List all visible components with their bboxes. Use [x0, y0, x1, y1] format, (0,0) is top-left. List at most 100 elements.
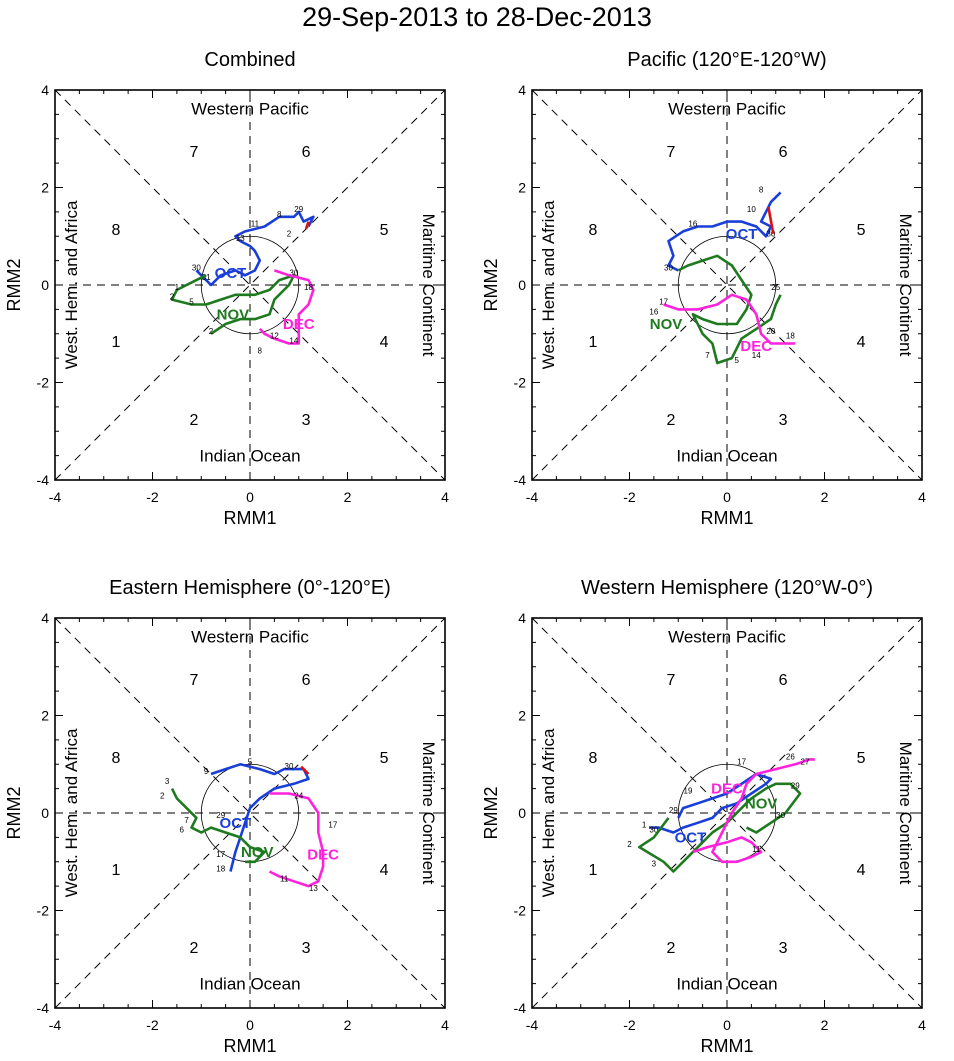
phase-label: 5 — [857, 222, 866, 239]
y-tick-label: -4 — [514, 1000, 527, 1016]
day-label: 27 — [801, 757, 810, 766]
series-line-dec — [692, 758, 815, 864]
day-label: 29 — [669, 806, 678, 815]
x-tick-label: 2 — [344, 1017, 352, 1033]
day-label: 31 — [202, 273, 211, 282]
month-label-dec: DEC — [307, 846, 339, 863]
day-label: 1 — [642, 821, 647, 830]
region-label-top: Western Pacific — [668, 99, 786, 118]
day-label: 8 — [759, 185, 764, 194]
x-tick-label: -4 — [526, 489, 539, 505]
x-tick-label: 2 — [821, 1017, 829, 1033]
unit-circle — [200, 235, 300, 335]
y-tick-label: 4 — [41, 82, 49, 98]
day-label: 18 — [786, 332, 795, 341]
month-label-dec: DEC — [711, 781, 743, 798]
x-tick-label: -4 — [49, 1017, 62, 1033]
month-label-nov: NOV — [745, 795, 778, 812]
phase-label: 4 — [857, 334, 866, 351]
diagonal-line — [54, 89, 446, 481]
x-tick-label: 4 — [441, 1017, 449, 1033]
y-axis-label: RMM2 — [481, 787, 501, 840]
day-label: 30 — [192, 263, 201, 272]
y-tick-label: 0 — [518, 805, 526, 821]
y-tick-label: 4 — [518, 610, 526, 626]
region-label-left: West. Hem. and Africa — [539, 200, 558, 369]
day-label: 14 — [289, 337, 298, 346]
region-label-right: Maritime Continent — [419, 214, 438, 357]
x-tick-label: -4 — [49, 489, 62, 505]
phase-label: 2 — [189, 412, 198, 429]
day-label: 2 — [160, 791, 165, 800]
month-label-oct: OCT — [675, 829, 707, 846]
day-label: 30 — [285, 762, 294, 771]
phase-label: 1 — [588, 334, 597, 351]
day-label: 12 — [270, 332, 279, 341]
phase-label: 2 — [189, 940, 198, 957]
region-label-bottom: Indian Ocean — [676, 447, 777, 466]
y-axis-label: RMM2 — [4, 787, 24, 840]
day-label: 11 — [251, 220, 260, 229]
x-axis-label: RMM1 — [224, 1036, 277, 1056]
region-label-left: West. Hem. and Africa — [62, 728, 81, 897]
month-label-dec: DEC — [283, 316, 315, 333]
day-label: 26 — [786, 752, 795, 761]
day-label: 17 — [737, 757, 746, 766]
region-label-top: Western Pacific — [191, 99, 309, 118]
day-label: 17 — [216, 850, 225, 859]
y-tick-label: -2 — [37, 903, 50, 919]
day-label: 8 — [258, 346, 263, 355]
phase-label: 7 — [189, 672, 198, 689]
phase-label: 1 — [588, 862, 597, 879]
y-tick-label: -2 — [514, 375, 527, 391]
x-tick-label: 4 — [441, 489, 449, 505]
day-label: 30 — [664, 263, 673, 272]
day-label: 30 — [776, 811, 785, 820]
diagonal-line — [531, 89, 923, 481]
day-label: 18 — [216, 865, 225, 874]
day-label: 6 — [180, 826, 185, 835]
day-label: 5 — [189, 298, 194, 307]
y-tick-label: 2 — [518, 708, 526, 724]
latest-segment — [300, 765, 310, 775]
day-label: 2 — [209, 327, 214, 336]
phase-label: 3 — [302, 940, 311, 957]
day-label: 2 — [627, 840, 632, 849]
day-label: 29 — [216, 811, 225, 820]
diagonal-line — [531, 617, 923, 1009]
phase-label: 3 — [302, 412, 311, 429]
x-tick-label: 4 — [918, 1017, 926, 1033]
phase-label: 4 — [380, 334, 389, 351]
x-tick-label: 0 — [246, 1017, 254, 1033]
y-tick-label: -4 — [514, 472, 527, 488]
y-tick-label: 4 — [41, 610, 49, 626]
region-label-left: West. Hem. and Africa — [62, 200, 81, 369]
day-label: 25 — [771, 283, 780, 292]
day-label: 10 — [747, 205, 756, 214]
day-label: 29 — [294, 205, 303, 214]
region-label-top: Western Pacific — [191, 627, 309, 646]
month-label-dec: DEC — [740, 338, 772, 355]
phase-label: 4 — [380, 862, 389, 879]
phase-label: 2 — [666, 412, 675, 429]
month-label-oct: OCT — [215, 265, 247, 282]
x-axis-label: RMM1 — [701, 508, 754, 528]
day-label: 3 — [165, 777, 170, 786]
day-label: 13 — [236, 234, 245, 243]
x-tick-label: -2 — [146, 1017, 159, 1033]
phase-label: 1 — [111, 862, 120, 879]
region-label-left: West. Hem. and Africa — [539, 728, 558, 897]
y-tick-label: 0 — [41, 805, 49, 821]
day-label: 18 — [304, 283, 313, 292]
series-line-oct — [649, 772, 773, 834]
day-label: 16 — [688, 220, 697, 229]
x-tick-label: 2 — [344, 489, 352, 505]
phase-label: 8 — [111, 222, 120, 239]
day-label: 8 — [277, 210, 282, 219]
chart-title: Western Hemisphere (120°W-0°) — [581, 577, 873, 599]
diagonal-line — [54, 617, 446, 1009]
series-line-nov — [677, 254, 782, 365]
y-tick-label: 0 — [518, 277, 526, 293]
phase-label: 3 — [779, 412, 788, 429]
month-label-nov: NOV — [217, 306, 250, 323]
